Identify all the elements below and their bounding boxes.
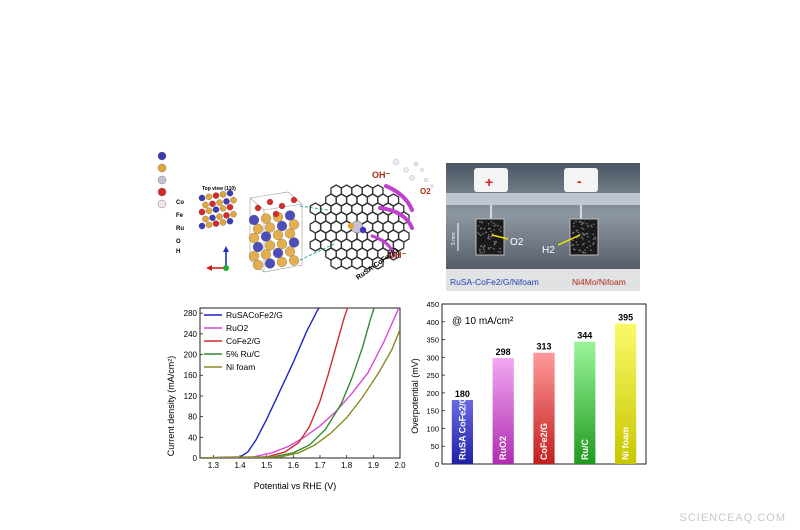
bar-y-tick-label: 450	[426, 300, 439, 309]
bar-y-tick-label: 250	[426, 371, 439, 380]
bar-chart-title: @ 10 mA/cm²	[452, 316, 514, 327]
legend-entry-3: 5% Ru/C	[226, 349, 260, 359]
line-y-tick-label: 240	[184, 330, 198, 339]
bar-y-tick-label: 200	[426, 389, 439, 398]
crystal-structure-svg: Co Fe Ru OH Top view (110)	[157, 151, 434, 282]
legend-ball-3	[157, 187, 167, 197]
line-x-tick-label: 1.3	[208, 461, 220, 470]
legend-label-o: O	[176, 239, 181, 245]
series-line-3	[200, 308, 375, 458]
oxygen-bubbles	[392, 158, 434, 188]
bar-y-tick-label: 50	[431, 442, 439, 451]
series-line-4	[200, 329, 400, 458]
bar-category-label-0: RuSA CoFe2/G	[457, 396, 467, 460]
line-x-tick-label: 2.0	[394, 461, 406, 470]
bar-value-label-3: 344	[577, 331, 592, 341]
line-y-tick-label: 120	[184, 392, 198, 401]
crystal-structure-illustration: Co Fe Ru O H Top view (110)	[150, 140, 440, 292]
line-plot-frame	[199, 307, 401, 459]
bar-y-tick-label: 0	[435, 460, 439, 469]
legend-ball-2	[157, 175, 167, 185]
legend-entry-4: Ni foam	[226, 362, 255, 372]
right-electrode-label: Ni4Mo/Nifoam	[572, 277, 626, 287]
bar-category-label-1: RuO2	[498, 436, 508, 460]
bar-y-tick-label: 150	[426, 407, 439, 416]
bar-chart-y-axis-label: Overpotential (mV)	[410, 358, 420, 434]
h2-photo-label: H2	[542, 245, 555, 256]
axes-indicator	[206, 246, 229, 271]
line-x-tick-label: 1.4	[234, 461, 246, 470]
bar-value-label-2: 313	[536, 342, 551, 352]
line-chart-x-axis-label: Potential vs RHE (V)	[254, 481, 337, 491]
line-y-tick-label: 280	[184, 309, 198, 318]
series-line-1	[200, 308, 400, 458]
legend-entry-2: CoFe2/G	[226, 336, 261, 346]
bar-2	[533, 352, 555, 464]
bar-category-label-3: Ru/C	[580, 439, 590, 460]
series-line-2	[200, 308, 349, 458]
bar-y-tick-label: 400	[426, 318, 439, 327]
main-crystal-atoms	[248, 196, 300, 271]
bar-0	[451, 400, 474, 464]
legend-entry-0: RuSACoFe2/G	[226, 310, 283, 320]
legend-ball-4	[157, 199, 167, 209]
line-x-tick-label: 1.8	[341, 461, 353, 470]
line-y-tick-label: 80	[188, 413, 197, 422]
legend-label-h: H	[176, 249, 180, 255]
bar-value-label-4: 395	[618, 313, 633, 323]
oh-label-top: OH⁻	[372, 170, 391, 180]
o2-label: O2	[420, 187, 431, 196]
bar-category-label-4: Ni foam	[621, 427, 631, 460]
bar-category-label-2: CoFe2/G	[539, 423, 549, 460]
line-x-tick-label: 1.6	[288, 461, 300, 470]
legend-label-co: Co	[176, 200, 184, 206]
line-y-tick-label: 0	[193, 454, 198, 463]
top-view-lattice	[198, 189, 237, 230]
legend-label-ru: Ru	[176, 226, 184, 232]
line-x-tick-label: 1.5	[261, 461, 273, 470]
minus-terminal: -	[577, 173, 582, 189]
line-y-tick-label: 200	[184, 351, 198, 360]
bar-y-tick-label: 100	[426, 424, 439, 433]
bar-value-label-0: 180	[455, 389, 470, 399]
legend-entry-1: RuO2	[226, 323, 248, 333]
scale-bar-label: 5 mm	[451, 233, 457, 246]
foam-texture	[477, 220, 597, 254]
legend-label-fe: Fe	[176, 213, 184, 219]
polarization-curve-chart: Current density (mA/cm²) Potential vs RH…	[160, 296, 410, 492]
line-y-tick-label: 160	[184, 371, 198, 380]
bar-3	[574, 341, 596, 464]
series-line-0	[200, 308, 320, 458]
element-legend	[157, 151, 167, 209]
left-electrode-label: RuSA-CoFe2/G/Nifoam	[450, 277, 539, 287]
bar-1	[492, 358, 514, 464]
line-chart-y-axis-label: Current density (mA/cm²)	[166, 356, 176, 457]
legend-ball-1	[157, 163, 167, 173]
plus-terminal: +	[485, 174, 493, 190]
bar-value-label-1: 298	[496, 347, 511, 357]
oh-label-bottom: OH⁻	[388, 250, 407, 260]
electrolysis-photo: + - 5 mm O2 H2 RuSA-CoFe2/G/Nifoam Ni4Mo…	[446, 163, 640, 291]
bar-y-tick-label: 300	[426, 353, 439, 362]
line-x-tick-label: 1.9	[368, 461, 380, 470]
line-x-tick-label: 1.7	[314, 461, 326, 470]
line-y-tick-label: 40	[188, 433, 197, 442]
legend-ball-0	[157, 151, 167, 161]
bar-4	[614, 323, 637, 464]
watermark: SCIENCEAQ.COM	[679, 512, 786, 524]
element-legend-labels: Co Fe Ru OH	[176, 200, 184, 255]
bar-y-tick-label: 350	[426, 336, 439, 345]
bar-chart-svg: Overpotential (mV) @ 10 mA/cm² 0 50 100 150…	[410, 300, 647, 469]
line-chart-svg: Current density (mA/cm²) Potential vs RH…	[166, 307, 406, 491]
overpotential-bar-chart: Overpotential (mV) @ 10 mA/cm² 0 50 100 150…	[404, 296, 654, 492]
electrolysis-photo-svg: + - 5 mm O2 H2 RuSA-CoFe2/G/Nifoam Ni4Mo…	[446, 163, 640, 291]
top-view-label: Top view (110)	[202, 186, 236, 192]
o2-photo-label: O2	[510, 237, 524, 248]
